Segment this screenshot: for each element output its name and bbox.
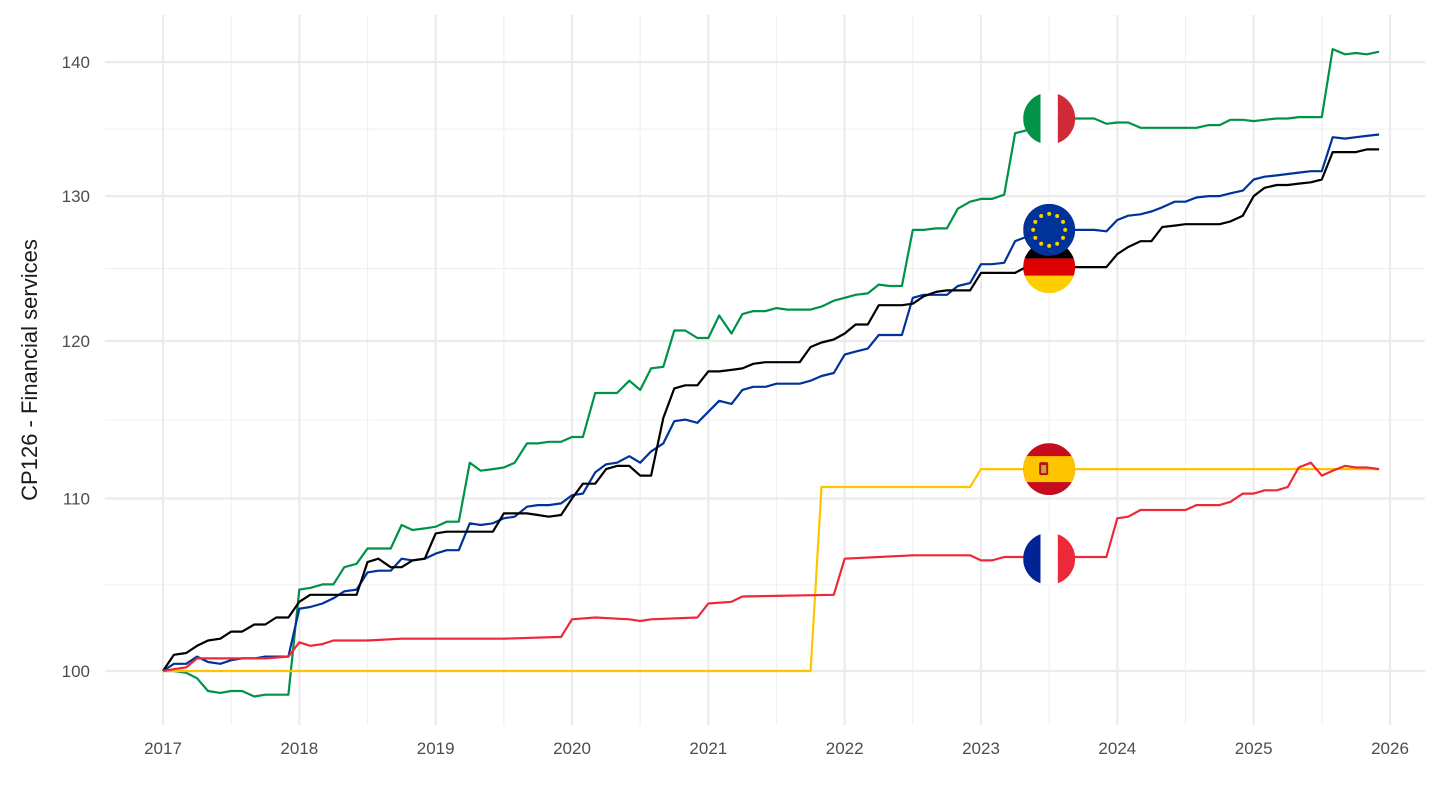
- x-tick-label: 2019: [417, 739, 455, 758]
- series-line-germany: [162, 148, 1380, 672]
- france-flag-icon: [1023, 532, 1076, 585]
- x-tick-label: 2020: [553, 739, 591, 758]
- series-euro-area: [162, 133, 1380, 672]
- y-tick-label: 130: [62, 187, 90, 206]
- x-tick-label: 2024: [1098, 739, 1136, 758]
- y-tick-label: 110: [63, 489, 90, 508]
- flag-markers: [1023, 92, 1076, 585]
- x-tick-label: 2023: [962, 739, 1000, 758]
- x-tick-label: 2017: [144, 739, 182, 758]
- series-line-france: [162, 461, 1380, 673]
- x-tick-label: 2022: [826, 739, 864, 758]
- y-tick-label: 120: [62, 332, 90, 351]
- y-tick-label: 100: [62, 662, 90, 681]
- x-tick-label: 2018: [280, 739, 318, 758]
- series-italy: [162, 48, 1380, 698]
- y-axis-title: CP126 - Financial services: [17, 239, 42, 501]
- series-line-italy: [163, 48, 1380, 698]
- x-tick-label: 2026: [1371, 739, 1409, 758]
- series-line-euro-area: [162, 133, 1380, 672]
- grid-minor: [105, 15, 1425, 725]
- x-tick-label: 2021: [689, 739, 727, 758]
- y-axis-tick-labels: 100 110 120 130 140: [62, 53, 90, 681]
- x-axis-tick-labels: 2017 2018 2019 2020 2021 2022 2023 2024 2025 2026: [144, 739, 1409, 758]
- spain-flag-icon: [1023, 443, 1076, 496]
- series-germany: [162, 148, 1380, 672]
- italy-flag-icon: [1023, 92, 1076, 145]
- series-lines: [162, 48, 1380, 698]
- y-tick-label: 140: [62, 53, 90, 72]
- eu-flag-icon: [1023, 203, 1076, 256]
- x-tick-label: 2025: [1235, 739, 1273, 758]
